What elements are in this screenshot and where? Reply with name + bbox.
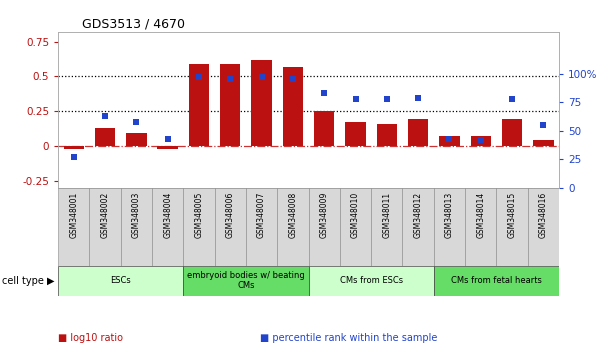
Point [507, 96, 517, 102]
Point [257, 74, 266, 80]
Text: ■ log10 ratio: ■ log10 ratio [58, 333, 123, 343]
Text: GSM348002: GSM348002 [101, 192, 109, 238]
Text: GSM348014: GSM348014 [477, 192, 485, 238]
Point [382, 96, 392, 102]
FancyBboxPatch shape [371, 188, 403, 266]
Text: embryoid bodies w/ beating
CMs: embryoid bodies w/ beating CMs [187, 271, 305, 290]
FancyBboxPatch shape [58, 188, 89, 266]
Bar [220, 64, 241, 146]
Point [131, 119, 141, 124]
Text: GSM348011: GSM348011 [382, 192, 391, 238]
Text: GSM348010: GSM348010 [351, 192, 360, 238]
FancyBboxPatch shape [183, 188, 214, 266]
Text: GSM348004: GSM348004 [163, 192, 172, 238]
Text: ■ percentile rank within the sample: ■ percentile rank within the sample [260, 333, 437, 343]
Bar [434, 266, 559, 296]
Bar [533, 140, 554, 146]
Point [351, 96, 360, 102]
FancyBboxPatch shape [152, 188, 183, 266]
Point [163, 136, 172, 142]
FancyBboxPatch shape [214, 188, 246, 266]
FancyBboxPatch shape [340, 188, 371, 266]
FancyBboxPatch shape [277, 188, 309, 266]
Text: GDS3513 / 4670: GDS3513 / 4670 [82, 17, 186, 30]
Text: GSM348008: GSM348008 [288, 192, 298, 238]
FancyBboxPatch shape [403, 188, 434, 266]
Bar [183, 266, 309, 296]
Text: GSM348003: GSM348003 [132, 192, 141, 238]
FancyBboxPatch shape [121, 188, 152, 266]
Bar [314, 111, 334, 146]
Point [320, 90, 329, 96]
Text: CMs from fetal hearts: CMs from fetal hearts [451, 276, 542, 285]
FancyBboxPatch shape [309, 188, 340, 266]
FancyBboxPatch shape [528, 188, 559, 266]
Point [476, 137, 486, 143]
Bar [64, 146, 84, 149]
Text: GSM348012: GSM348012 [414, 192, 423, 238]
Text: GSM348006: GSM348006 [226, 192, 235, 238]
Text: GSM348013: GSM348013 [445, 192, 454, 238]
Bar [408, 120, 428, 146]
Text: GSM348015: GSM348015 [508, 192, 516, 238]
Bar [126, 133, 147, 146]
Point [288, 76, 298, 82]
Bar [345, 122, 366, 146]
FancyBboxPatch shape [434, 188, 465, 266]
Point [194, 74, 204, 80]
Bar [58, 266, 183, 296]
Text: GSM348005: GSM348005 [194, 192, 203, 238]
Text: ESCs: ESCs [111, 276, 131, 285]
Text: cell type ▶: cell type ▶ [2, 275, 55, 286]
FancyBboxPatch shape [246, 188, 277, 266]
Text: CMs from ESCs: CMs from ESCs [340, 276, 403, 285]
Text: GSM348016: GSM348016 [539, 192, 548, 238]
Point [225, 76, 235, 82]
Bar [158, 146, 178, 149]
FancyBboxPatch shape [89, 188, 121, 266]
Point [445, 136, 455, 142]
Bar [251, 60, 272, 146]
FancyBboxPatch shape [496, 188, 528, 266]
Bar [470, 136, 491, 146]
Point [538, 122, 548, 128]
Bar [502, 120, 522, 146]
Bar [283, 67, 303, 146]
Bar [439, 136, 459, 146]
FancyBboxPatch shape [465, 188, 496, 266]
Bar [189, 64, 209, 146]
Bar [95, 128, 115, 146]
Point [69, 154, 79, 160]
Text: GSM348001: GSM348001 [69, 192, 78, 238]
Point [413, 95, 423, 101]
Text: GSM348009: GSM348009 [320, 192, 329, 238]
Text: GSM348007: GSM348007 [257, 192, 266, 238]
Bar [376, 124, 397, 146]
Bar [309, 266, 434, 296]
Point [100, 113, 110, 119]
